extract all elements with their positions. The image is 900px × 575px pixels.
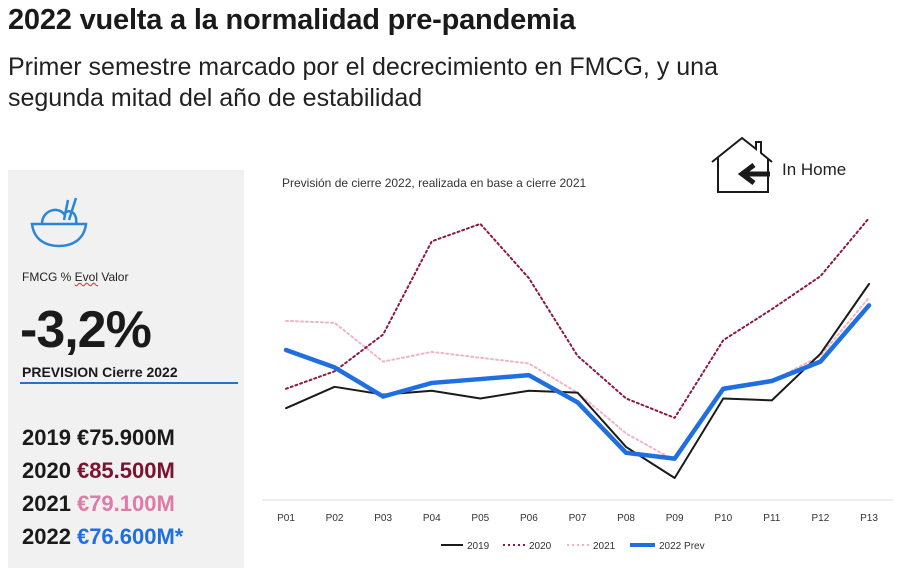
- x-tick-label: P02: [326, 513, 344, 524]
- kpi-label: FMCG % Evol Valor: [22, 270, 129, 284]
- legend-label: 2020: [529, 541, 552, 552]
- kpi-panel: FMCG % Evol Valor -3,2% PREVISION Cierre…: [8, 170, 244, 568]
- year-total-2022: 2022 €76.600M*: [22, 524, 184, 549]
- chart-title: Previsión de cierre 2022, realizada en b…: [282, 176, 587, 190]
- x-tick-label: P05: [471, 513, 489, 524]
- in-home-label: In Home: [782, 160, 847, 179]
- year-total-2021: 2021 €79.100M: [22, 491, 175, 516]
- page-title: 2022 vuelta a la normalidad pre-pandemia: [8, 4, 576, 36]
- x-tick-label: P11: [763, 513, 780, 524]
- x-tick-label: P10: [714, 513, 732, 524]
- series-line-2020: [285, 217, 870, 419]
- year-total-2019: 2019 €75.900M: [22, 425, 175, 450]
- rice-bowl-icon: [30, 197, 88, 248]
- legend-label: 2022 Prev: [659, 541, 705, 552]
- x-tick-label: P01: [277, 513, 295, 524]
- house-arrow-icon: [711, 136, 773, 193]
- x-tick-label: P12: [812, 513, 830, 524]
- year-total-2020: 2020 €85.500M: [22, 458, 175, 483]
- series-line-2022-prev: [283, 303, 872, 461]
- x-tick-label: P13: [860, 513, 878, 524]
- kpi-divider: [20, 382, 238, 384]
- legend-label: 2021: [593, 541, 616, 552]
- x-tick-label: P03: [374, 513, 392, 524]
- kpi-subtitle: PREVISION Cierre 2022: [22, 364, 178, 380]
- legend-label: 2019: [467, 541, 490, 552]
- x-tick-label: P09: [666, 513, 684, 524]
- x-tick-label: P04: [423, 513, 441, 524]
- page-subtitle: Primer semestre marcado por el decrecimi…: [8, 53, 718, 112]
- x-tick-label: P08: [617, 513, 635, 524]
- kpi-value: -3,2%: [20, 301, 152, 359]
- x-tick-label: P07: [569, 513, 587, 524]
- x-tick-label: P06: [520, 513, 538, 524]
- series-line-2019: [285, 283, 870, 479]
